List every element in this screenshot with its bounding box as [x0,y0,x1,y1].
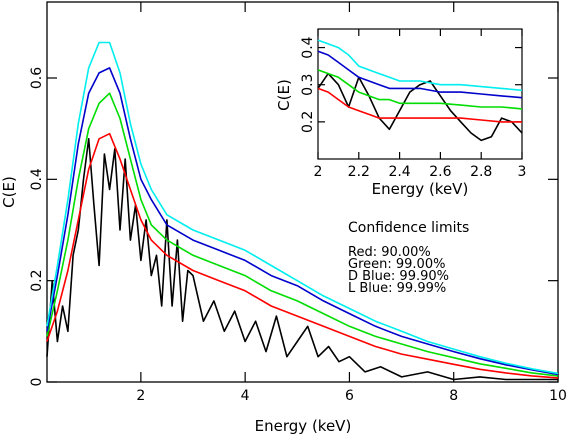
inset-series-2 [317,69,523,110]
main-series-3 [46,67,559,376]
main-y-tick-label: 0.4 [29,168,45,190]
main-y-tick-label: 0.2 [29,270,45,292]
main-plot-frame [46,1,559,383]
inset-series-0 [317,72,523,142]
inset-x-tick-label: 2.4 [388,164,410,180]
inset-x-tick-label: 2.6 [429,164,451,180]
inset-y-tick-label: 0.3 [300,74,316,96]
inset-series [317,39,523,142]
main-series-0 [46,138,558,381]
inset-x-tick-label: 2.8 [470,164,492,180]
inset-y-axis-title: C(E) [275,79,293,111]
main-series [46,41,559,381]
inset-plot-frame [317,28,523,160]
legend-green: Green: 99.00% [348,257,445,272]
inset-series-1 [317,87,522,123]
inset-x-tick-label: 2 [314,164,323,180]
main-x-axis-title: Energy (keV) [255,417,352,435]
inset-x-tick-label: 3 [518,164,527,180]
inset-x-tick-label: 2.2 [348,164,370,180]
confidence-legend: Confidence limits Red: 90.00% Green: 99.… [348,220,469,296]
main-x-tick-label: 4 [241,388,250,404]
main-series-1 [46,132,559,379]
main-ticks: 2 4 6 8 10 0 0.2 0.4 0.6 [29,2,567,404]
inset-ticks: 2 2.2 2.4 2.6 2.8 3 0.2 0.3 0.4 [300,29,526,180]
legend-light-blue: L Blue: 99.99% [348,281,446,296]
main-x-tick-label: 2 [136,388,145,404]
inset-x-axis-title: Energy (keV) [372,180,469,198]
main-y-tick-label: 0.6 [29,67,45,89]
legend-title: Confidence limits [348,220,469,236]
main-x-tick-label: 8 [449,388,458,404]
inset-y-tick-label: 0.4 [300,36,316,58]
main-y-tick-label: 0 [29,378,45,387]
legend-dark-blue: D Blue: 99.90% [348,269,449,284]
main-y-axis-title: C(E) [0,176,18,208]
main-series-4 [46,41,559,375]
legend-red: Red: 90.00% [348,245,431,260]
main-x-tick-label: 10 [549,388,567,404]
inset-series-3 [317,50,523,99]
inset-series-4 [317,39,523,92]
inset-y-tick-label: 0.2 [300,111,316,133]
main-series-2 [46,92,559,377]
main-x-tick-label: 6 [345,388,354,404]
inset-background [318,29,522,159]
